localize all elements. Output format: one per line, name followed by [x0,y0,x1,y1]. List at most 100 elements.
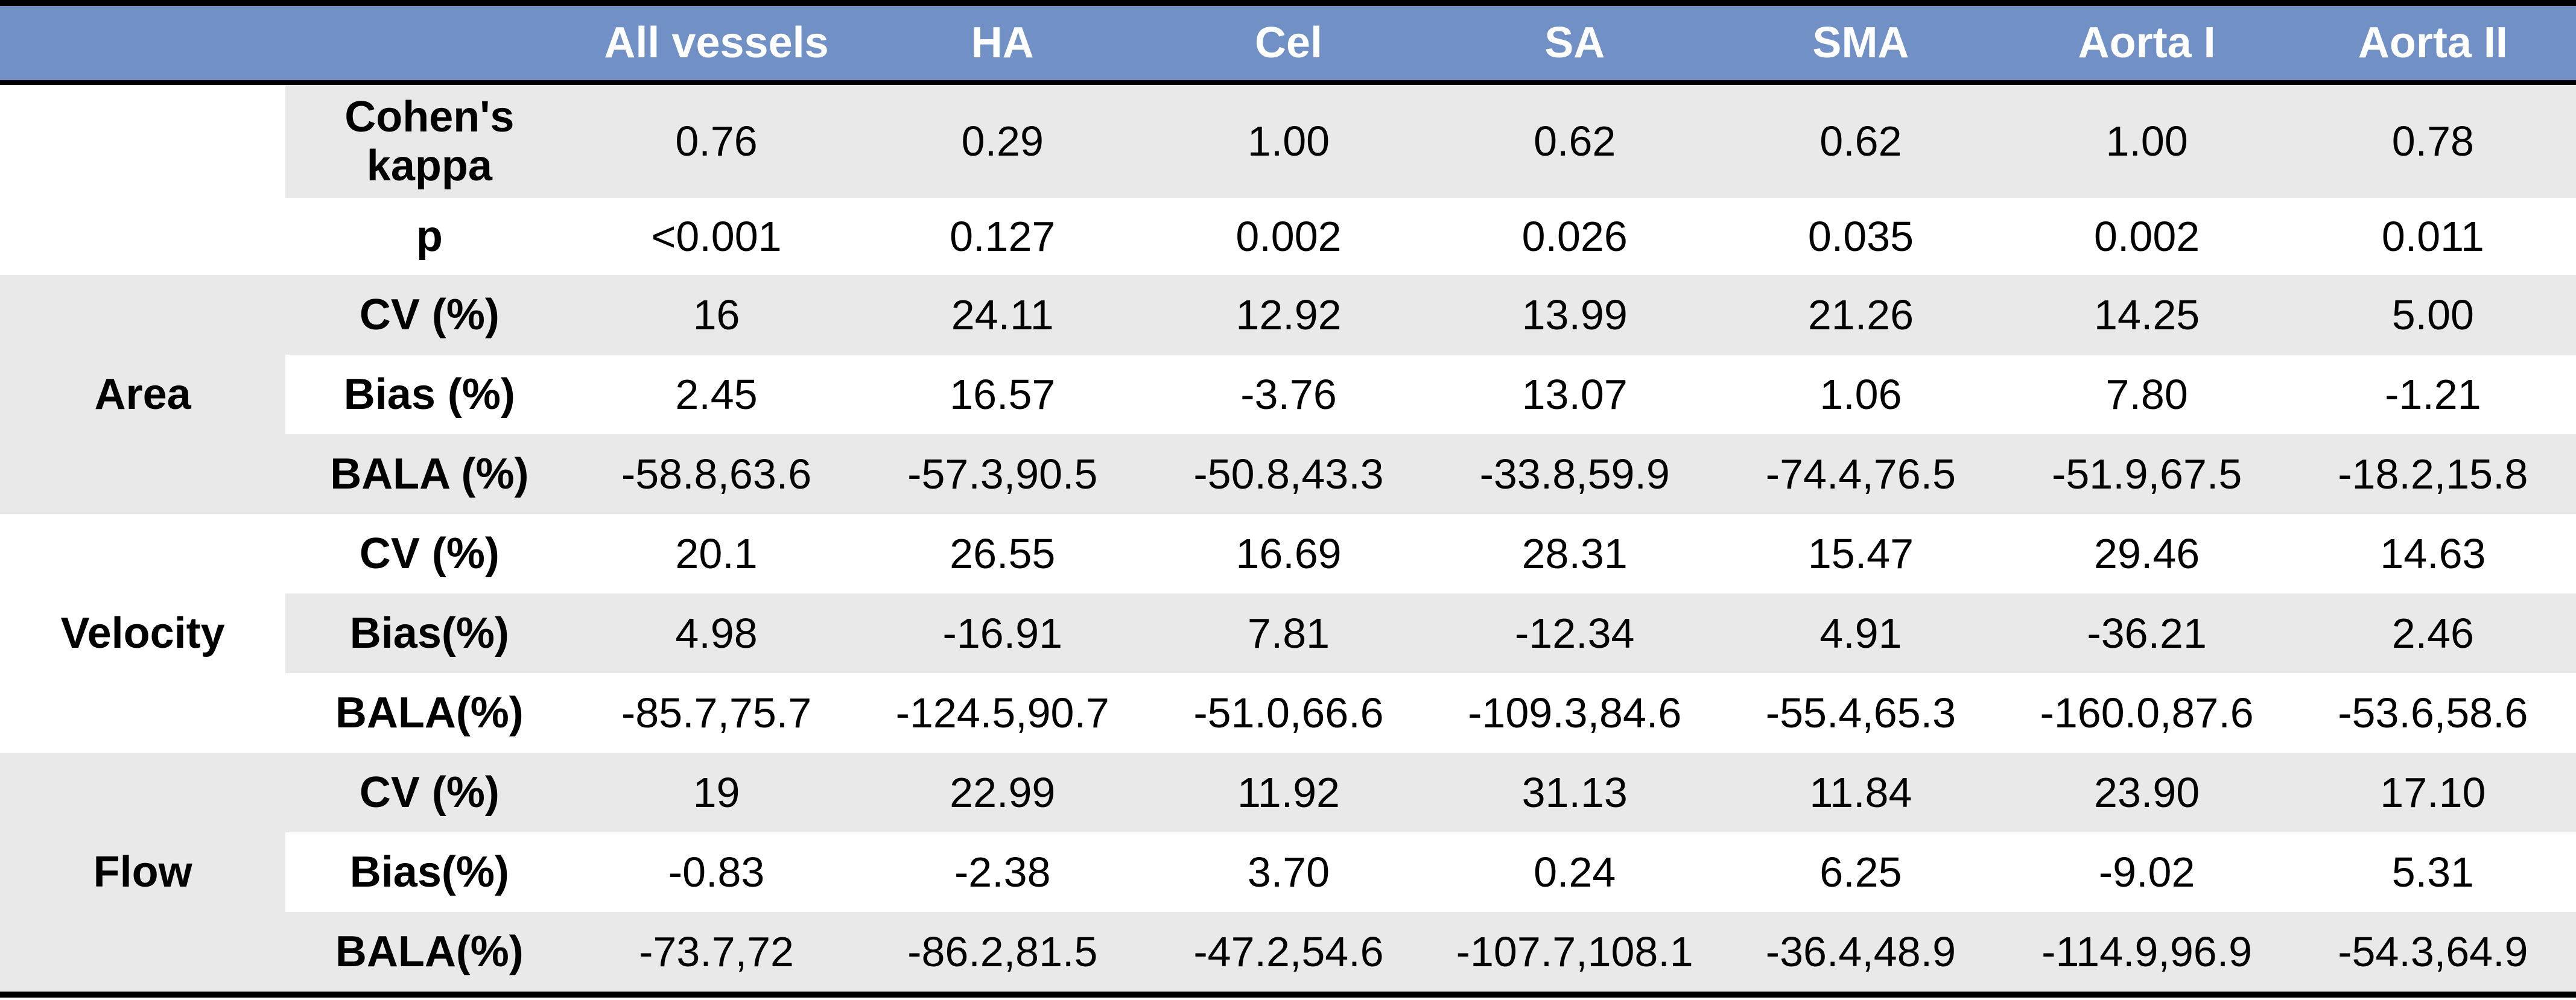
data-cell: -74.4,76.5 [1718,434,2004,514]
data-cell: -36.4,48.9 [1718,912,2004,992]
row-cohens-kappa: Cohen's kappa 0.76 0.29 1.00 0.62 0.62 1… [0,83,2576,198]
group-cell-empty [0,83,286,198]
data-cell: -36.21 [2003,593,2290,673]
data-cell: -55.4,65.3 [1718,673,2004,753]
data-cell: -86.2,81.5 [859,912,1146,992]
data-cell: 0.24 [1432,832,1718,912]
row-area-bias: Bias (%) 2.45 16.57 -3.76 13.07 1.06 7.8… [0,355,2576,434]
row-flow-bala: BALA(%) -73.7,72 -86.2,81.5 -47.2,54.6 -… [0,912,2576,992]
data-cell: -3.76 [1145,355,1432,434]
data-cell: 4.98 [573,593,860,673]
data-cell: -124.5,90.7 [859,673,1146,753]
data-cell: -57.3,90.5 [859,434,1146,514]
row-label: Bias(%) [285,832,574,912]
row-group-label-area: Area [0,275,286,514]
data-cell: 11.92 [1145,753,1432,832]
data-cell: 1.06 [1718,355,2004,434]
data-cell: 16 [573,275,860,355]
data-cell: -51.0,66.6 [1145,673,1432,753]
column-header-ha: HA [859,6,1146,85]
row-flow-bias: Bias(%) -0.83 -2.38 3.70 0.24 6.25 -9.02… [0,832,2576,912]
data-cell: 7.81 [1145,593,1432,673]
data-cell: 0.29 [859,83,1146,198]
data-cell: -54.3,64.9 [2289,912,2576,992]
data-cell: 0.011 [2289,198,2576,275]
data-cell: 24.11 [859,275,1146,355]
data-cell: -107.7,108.1 [1432,912,1718,992]
data-cell: 21.26 [1718,275,2004,355]
data-cell: 0.78 [2289,83,2576,198]
data-cell: -1.21 [2289,355,2576,434]
data-cell: -114.9,96.9 [2003,912,2290,992]
column-header-aorta-2: Aorta II [2289,6,2576,85]
data-cell: -0.83 [573,832,860,912]
data-cell: 0.127 [859,198,1146,275]
data-cell: 14.25 [2003,275,2290,355]
data-cell: 20.1 [573,514,860,593]
column-header-cel: Cel [1145,6,1432,85]
data-cell: 13.99 [1432,275,1718,355]
data-cell: 7.80 [2003,355,2290,434]
data-cell: 23.90 [2003,753,2290,832]
row-area-cv: Area CV (%) 16 24.11 12.92 13.99 21.26 1… [0,275,2576,514]
data-cell: 31.13 [1432,753,1718,832]
data-cell: 3.70 [1145,832,1432,912]
data-cell: -73.7,72 [573,912,860,992]
row-label: Bias(%) [285,593,574,673]
row-label: CV (%) [285,753,574,832]
row-label: p [285,198,574,275]
data-cell: 2.45 [573,355,860,434]
data-cell: -33.8,59.9 [1432,434,1718,514]
data-cell: 6.25 [1718,832,2004,912]
data-cell: 2.46 [2289,593,2576,673]
row-label: Cohen's kappa [285,83,574,198]
column-header-aorta-1: Aorta I [2003,6,2290,85]
row-label: CV (%) [285,514,574,593]
column-header-sma: SMA [1718,6,2004,85]
header-row: All vessels HA Cel SA SMA Aorta I Aorta … [0,6,2576,85]
data-cell: 28.31 [1432,514,1718,593]
data-cell: 0.62 [1432,83,1718,198]
data-cell: -85.7,75.7 [573,673,860,753]
data-cell: 1.00 [1145,83,1432,198]
data-cell: <0.001 [573,198,860,275]
header-corner-metric [285,6,574,85]
row-velocity-cv: Velocity CV (%) 20.1 26.55 16.69 28.31 1… [0,514,2576,753]
data-cell: 5.00 [2289,275,2576,355]
data-cell: 1.00 [2003,83,2290,198]
row-p-value: p <0.001 0.127 0.002 0.026 0.035 0.002 0… [0,198,2576,275]
data-cell: 0.76 [573,83,860,198]
data-cell: 0.026 [1432,198,1718,275]
row-velocity-bias: Bias(%) 4.98 -16.91 7.81 -12.34 4.91 -36… [0,593,2576,673]
row-label: BALA(%) [285,912,574,992]
row-velocity-bala: BALA(%) -85.7,75.7 -124.5,90.7 -51.0,66.… [0,673,2576,753]
data-cell: 22.99 [859,753,1146,832]
data-cell: 17.10 [2289,753,2576,832]
data-cell: -9.02 [2003,832,2290,912]
data-cell: 0.62 [1718,83,2004,198]
data-cell: 16.69 [1145,514,1432,593]
data-cell: -51.9,67.5 [2003,434,2290,514]
header-corner-group [0,6,286,85]
data-cell: -2.38 [859,832,1146,912]
data-cell: 12.92 [1145,275,1432,355]
row-group-label-velocity: Velocity [0,514,286,753]
group-cell-empty [0,198,286,275]
data-cell: -160.0,87.6 [2003,673,2290,753]
column-header-sa: SA [1432,6,1718,85]
data-cell: -58.8,63.6 [573,434,860,514]
data-cell: -109.3,84.6 [1432,673,1718,753]
data-cell: 11.84 [1718,753,2004,832]
row-label: Bias (%) [285,355,574,434]
row-label: BALA(%) [285,673,574,753]
data-cell: 0.002 [2003,198,2290,275]
row-group-label-flow: Flow [0,753,286,992]
vessel-agreement-table: All vessels HA Cel SA SMA Aorta I Aorta … [0,6,2576,992]
data-cell: -53.6,58.6 [2289,673,2576,753]
row-area-bala: BALA (%) -58.8,63.6 -57.3,90.5 -50.8,43.… [0,434,2576,514]
data-cell: 16.57 [859,355,1146,434]
column-header-all-vessels: All vessels [573,6,860,85]
data-cell: -47.2,54.6 [1145,912,1432,992]
data-cell: 15.47 [1718,514,2004,593]
